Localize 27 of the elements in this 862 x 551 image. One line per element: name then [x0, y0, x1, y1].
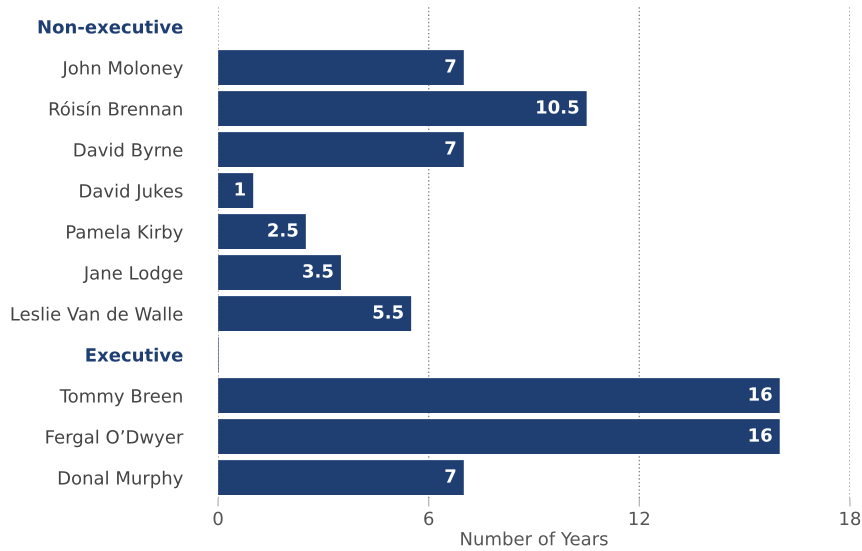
y-tick-label: Leslie Van de Walle — [12, 306, 182, 321]
data-label: 7 — [445, 59, 456, 73]
y-tick-label: David Jukes — [80, 184, 182, 202]
y-tick-label: Jane Lodge — [82, 266, 182, 284]
y-tick-label: Pamela Kirby — [67, 224, 183, 242]
y-tick-label: Non-executive — [38, 20, 182, 34]
x-tick-label: 18 — [840, 512, 860, 526]
y-tick-label: David Byrne — [74, 142, 182, 160]
data-label: 1 — [236, 182, 245, 196]
data-label: 7 — [445, 469, 456, 483]
data-label: 5.5 — [374, 305, 403, 319]
x-axis-title: Number of Years — [461, 532, 608, 546]
y-tick-label: Róisín Brennan — [50, 100, 182, 116]
y-tick-label: Donal Murphy — [58, 470, 183, 488]
data-label: 3.5 — [303, 264, 333, 278]
x-tick-label: 6 — [424, 512, 434, 526]
data-label: 16 — [750, 387, 772, 401]
data-label: 10.5 — [537, 100, 578, 114]
x-tick-label: 0 — [214, 512, 223, 526]
data-label: 2.5 — [268, 223, 298, 237]
y-tick-label: Executive — [86, 348, 182, 362]
data-label: 7 — [445, 141, 456, 155]
y-tick-label: Tommy Breen — [60, 389, 182, 406]
x-tick-label: 12 — [630, 512, 649, 526]
y-tick-label: Fergal O’Dwyer — [46, 430, 184, 448]
data-label: 16 — [750, 428, 772, 442]
y-tick-label: John Moloney — [62, 60, 183, 78]
